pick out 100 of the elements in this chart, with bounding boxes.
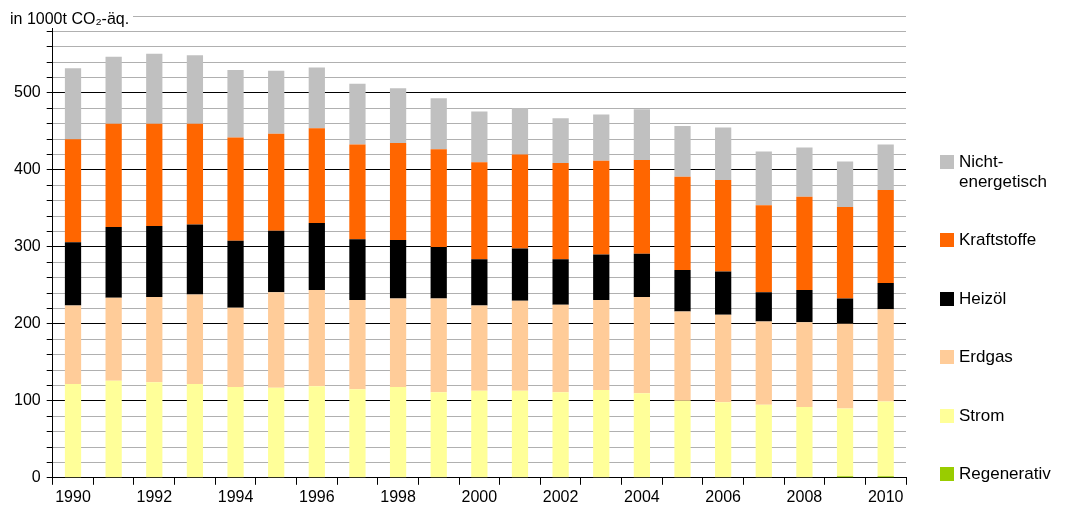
x-tick-label: 1992: [136, 487, 173, 505]
bar: [227, 307, 244, 387]
y-tick-label: 0: [31, 468, 41, 486]
bar: [105, 56, 122, 124]
bar: [227, 386, 244, 478]
bar: [471, 259, 488, 306]
bar: [593, 390, 610, 478]
bar: [430, 298, 447, 393]
bar: [552, 259, 569, 305]
x-tick-label: 1998: [380, 487, 416, 505]
bar: [674, 176, 691, 270]
bar: [511, 108, 529, 155]
legend-label: Strom: [959, 405, 1005, 426]
bar: [593, 300, 610, 391]
bar: [836, 161, 854, 207]
bar: [633, 393, 651, 478]
bar: [471, 162, 488, 260]
y-tick-label: 500: [13, 83, 41, 101]
bar: [430, 149, 447, 247]
x-tick-label: 2008: [786, 487, 823, 505]
x-tick-label: 1990: [55, 487, 91, 505]
bar: [308, 290, 325, 387]
bar: [268, 387, 285, 478]
bar: [755, 321, 772, 405]
y-tick-label: 100: [13, 391, 41, 409]
bar: [471, 111, 488, 163]
bar: [105, 123, 122, 227]
legend-label: Kraftstoffe: [959, 230, 1037, 251]
bar: [836, 206, 854, 299]
bar: [877, 401, 894, 477]
bar: [389, 386, 407, 478]
bar: [105, 380, 122, 478]
legend-label: Regenerativ: [959, 463, 1051, 484]
bar: [633, 296, 651, 394]
bar: [755, 151, 772, 206]
bar: [796, 290, 813, 323]
bar: [471, 390, 488, 478]
bar: [227, 69, 244, 138]
bar: [796, 406, 813, 478]
bar: [877, 189, 894, 284]
bar: [715, 271, 732, 315]
bar: [349, 389, 366, 478]
bar: [877, 283, 894, 310]
bar: [146, 296, 163, 383]
bar: [755, 292, 772, 322]
bar: [511, 248, 529, 301]
bar: [593, 254, 610, 301]
bar: [389, 88, 407, 143]
bar: [877, 144, 894, 190]
x-tick-label: 2004: [624, 487, 660, 505]
bar: [877, 309, 894, 402]
bar: [552, 163, 569, 260]
bar: [146, 53, 163, 124]
bar: [349, 300, 366, 390]
legend-label: Heizöl: [959, 288, 1007, 309]
bar: [674, 400, 691, 478]
bar: [349, 144, 366, 240]
bar: [796, 147, 813, 197]
bar: [186, 123, 204, 225]
bar: [552, 118, 569, 164]
bar: [430, 392, 447, 478]
bar: [389, 143, 407, 240]
bar: [471, 305, 488, 391]
bar: [593, 114, 610, 161]
bar: [430, 98, 447, 150]
bar: [268, 133, 285, 231]
bar: [64, 139, 82, 243]
bar: [633, 253, 651, 297]
bar: [64, 68, 82, 140]
legend-label: Nicht-energetisch: [959, 152, 1048, 192]
bar: [349, 83, 366, 145]
bar: [633, 159, 651, 254]
bar: [755, 404, 772, 478]
bar: [186, 55, 204, 124]
bar: [755, 205, 772, 293]
x-tick-label: 2002: [542, 487, 579, 505]
bar: [511, 300, 529, 391]
y-tick-label: 200: [13, 314, 41, 332]
bar: [308, 386, 325, 478]
bar: [796, 196, 813, 290]
x-tick-label: 1996: [299, 487, 335, 505]
x-tick-label: 2010: [867, 487, 904, 505]
bar: [552, 304, 569, 393]
x-tick-label: 2006: [705, 487, 742, 505]
bar: [64, 305, 82, 384]
x-tick-label: 1994: [217, 487, 254, 505]
y-tick-label: 300: [13, 237, 41, 255]
bar: [674, 311, 691, 401]
bar: [836, 408, 854, 477]
bar: [633, 109, 651, 160]
bar: [146, 382, 163, 478]
y-axis-title: in 1000t CO₂-äq.: [10, 10, 134, 28]
bar: [308, 128, 325, 224]
bar: [268, 70, 285, 134]
bar: [552, 392, 569, 478]
bar: [674, 126, 691, 177]
bar: [308, 67, 325, 129]
bar: [268, 292, 285, 388]
bar: [227, 137, 244, 241]
bar: [64, 383, 82, 478]
